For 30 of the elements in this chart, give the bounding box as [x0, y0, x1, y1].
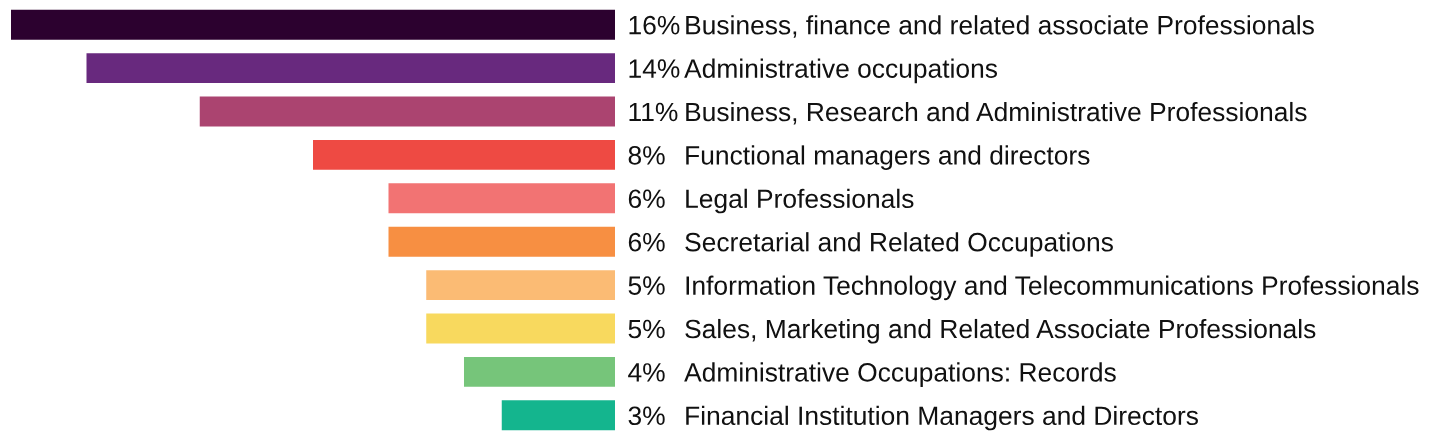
- y-tick-label: Financial Institution Managers and Directors: [686, 405, 1198, 431]
- bar: [426, 270, 615, 301]
- bar: [464, 356, 615, 387]
- bar: [388, 183, 615, 214]
- y-tick-label: Functional managers and directors: [686, 145, 1090, 170]
- bar: [11, 9, 615, 40]
- bar: [388, 226, 615, 257]
- y-tick-label: Administrative occupations: [684, 58, 998, 84]
- data-label: 11%: [629, 102, 678, 122]
- bar: [86, 53, 615, 84]
- y-tick-label: Administrative Occupations: Records: [684, 362, 1116, 387]
- bar: [313, 139, 615, 170]
- data-label: 6%: [628, 189, 665, 209]
- data-label: 8%: [628, 146, 665, 165]
- data-label: 4%: [628, 363, 665, 382]
- bar: [426, 313, 615, 344]
- data-label: 14%: [629, 59, 680, 78]
- y-tick-label: Information Technology and Telecommunications Professionals: [686, 275, 1419, 301]
- bar: [199, 96, 615, 127]
- y-tick-label: Secretarial and Related Occupations: [685, 232, 1113, 257]
- y-tick-label: Sales, Marketing and Related Associate Professionals: [685, 318, 1316, 344]
- data-label: 5%: [628, 319, 665, 339]
- data-label: 3%: [628, 406, 665, 426]
- y-tick-label: Business, Research and Administrative Professionals: [686, 101, 1307, 125]
- data-label: 6%: [628, 232, 665, 252]
- y-tick-label: Business, finance and related associate Professionals: [686, 15, 1314, 38]
- bar: [501, 400, 615, 431]
- data-label: 5%: [628, 276, 665, 295]
- y-tick-label: Legal Professionals: [686, 188, 914, 214]
- data-label: 16%: [629, 15, 680, 35]
